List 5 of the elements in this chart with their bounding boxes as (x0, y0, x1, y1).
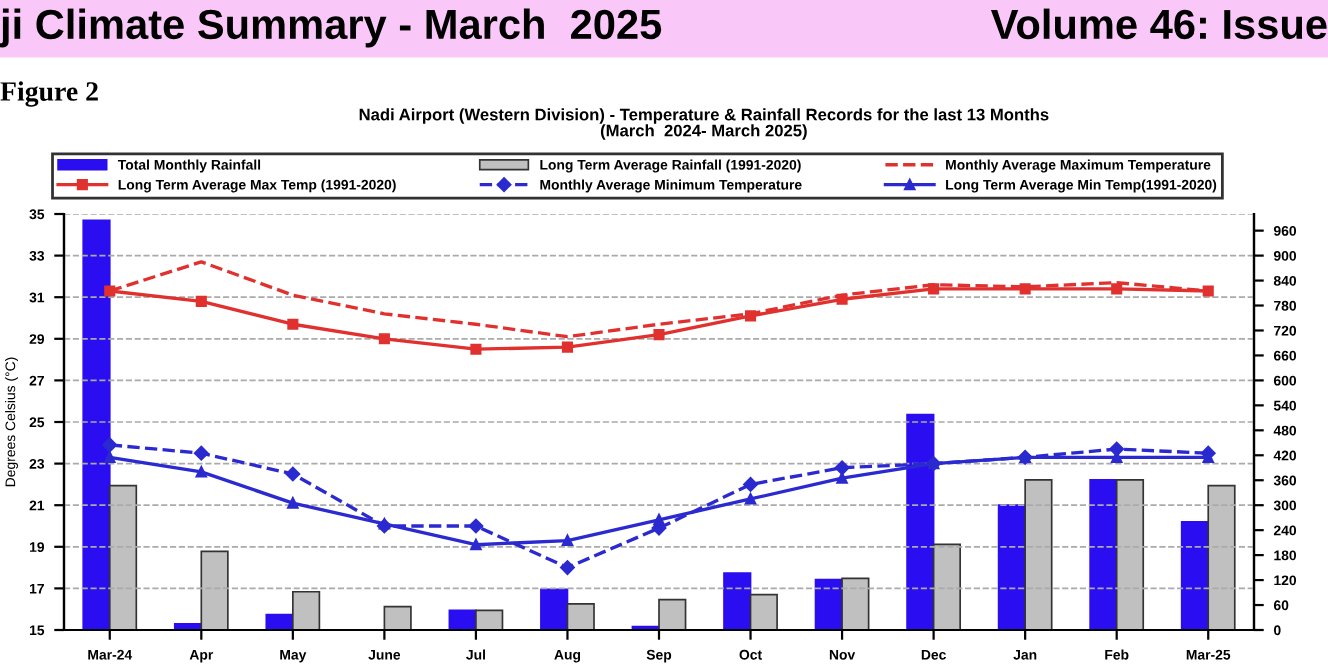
text: Volume 46: Issue (990, 8, 1327, 40)
caption: Figure 2 (0, 81, 98, 107)
chart-subtitle: (March 2024- March 2025) (600, 124, 807, 140)
chart-title: Nadi Airport (Western Division) - Temperature & Rainfall Records for the last 13 Months (359, 108, 1049, 124)
text: ji Climate Summary - March 2025 (0, 8, 662, 48)
